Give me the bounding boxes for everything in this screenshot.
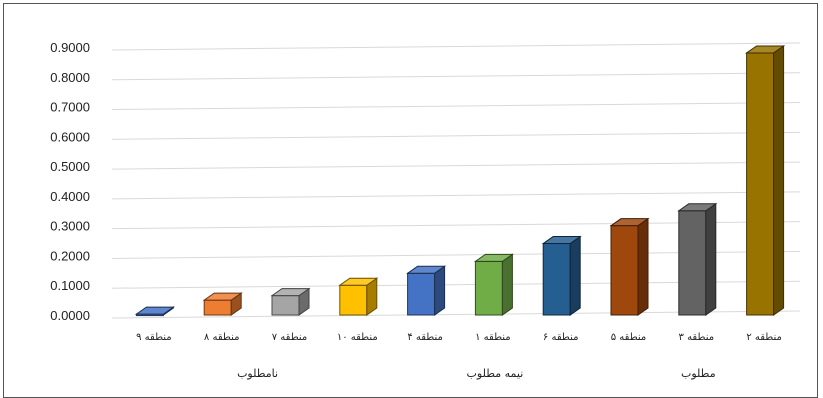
y-tick-label: 0.0000 (50, 308, 90, 323)
group-label: مطلوب (681, 367, 716, 380)
y-tick-label: 0.1000 (50, 278, 90, 293)
x-tick-label: منطقه ۶ (543, 332, 579, 343)
gridline (111, 131, 801, 140)
x-tick-label: منطقه ۹ (136, 332, 172, 343)
bar (677, 202, 718, 316)
bar-front (678, 210, 707, 316)
chart-frame (3, 3, 818, 398)
bar (541, 235, 582, 316)
bar (134, 306, 175, 317)
gridline (111, 42, 801, 51)
gridline (111, 102, 801, 111)
bar-side (569, 235, 581, 316)
y-tick-label: 0.2000 (50, 248, 90, 263)
y-tick-label: 0.4000 (50, 189, 90, 204)
x-tick-label: منطقه ۴ (407, 332, 443, 343)
bar-side (705, 202, 717, 316)
bar-side (773, 44, 785, 316)
x-tick-label: منطقه ۷ (272, 332, 308, 343)
y-tick-label: 0.7000 (50, 100, 90, 115)
bar-front (407, 272, 436, 316)
bar-front (542, 243, 571, 316)
bar-top (134, 306, 175, 315)
bar (473, 253, 514, 316)
bar-front (203, 299, 232, 316)
bar-side (501, 253, 513, 316)
x-tick-label: منطقه ۵ (611, 332, 647, 343)
bar (609, 217, 650, 316)
gridline (111, 161, 801, 170)
bar (406, 265, 447, 316)
gridline (111, 191, 801, 200)
bar-side (637, 217, 649, 316)
bar-front (339, 284, 368, 316)
bar-top (473, 253, 514, 262)
bar-top (541, 236, 582, 245)
bar (745, 44, 786, 316)
x-tick-label: منطقه ۱ (475, 332, 511, 343)
y-tick-label: 0.9000 (50, 40, 90, 55)
x-tick-label: منطقه ۱۰ (337, 332, 378, 343)
bar-top (677, 203, 718, 212)
bar-top (609, 218, 650, 227)
bar-front (271, 295, 300, 316)
x-tick-label: منطقه ۸ (204, 332, 240, 343)
group-label: نیمه مطلوب (467, 367, 524, 380)
bar-top (202, 292, 243, 301)
bar (202, 292, 243, 316)
y-tick-label: 0.6000 (50, 129, 90, 144)
bar-front (610, 225, 639, 316)
bar-top (406, 265, 447, 274)
bar-top (745, 45, 786, 54)
bar-top (270, 288, 311, 297)
y-tick-label: 0.3000 (50, 219, 90, 234)
gridline (111, 72, 801, 81)
bar (270, 287, 311, 316)
bar-front (474, 260, 503, 316)
x-tick-label: منطقه ۳ (679, 332, 715, 343)
y-tick-label: 0.5000 (50, 159, 90, 174)
x-tick-label: منطقه ۲ (746, 332, 782, 343)
bar-top (338, 277, 379, 286)
group-label: نامطلوب (237, 367, 278, 380)
y-tick-label: 0.8000 (50, 70, 90, 85)
bar (338, 277, 379, 316)
bar-side (434, 265, 446, 316)
bar-front (746, 52, 775, 316)
